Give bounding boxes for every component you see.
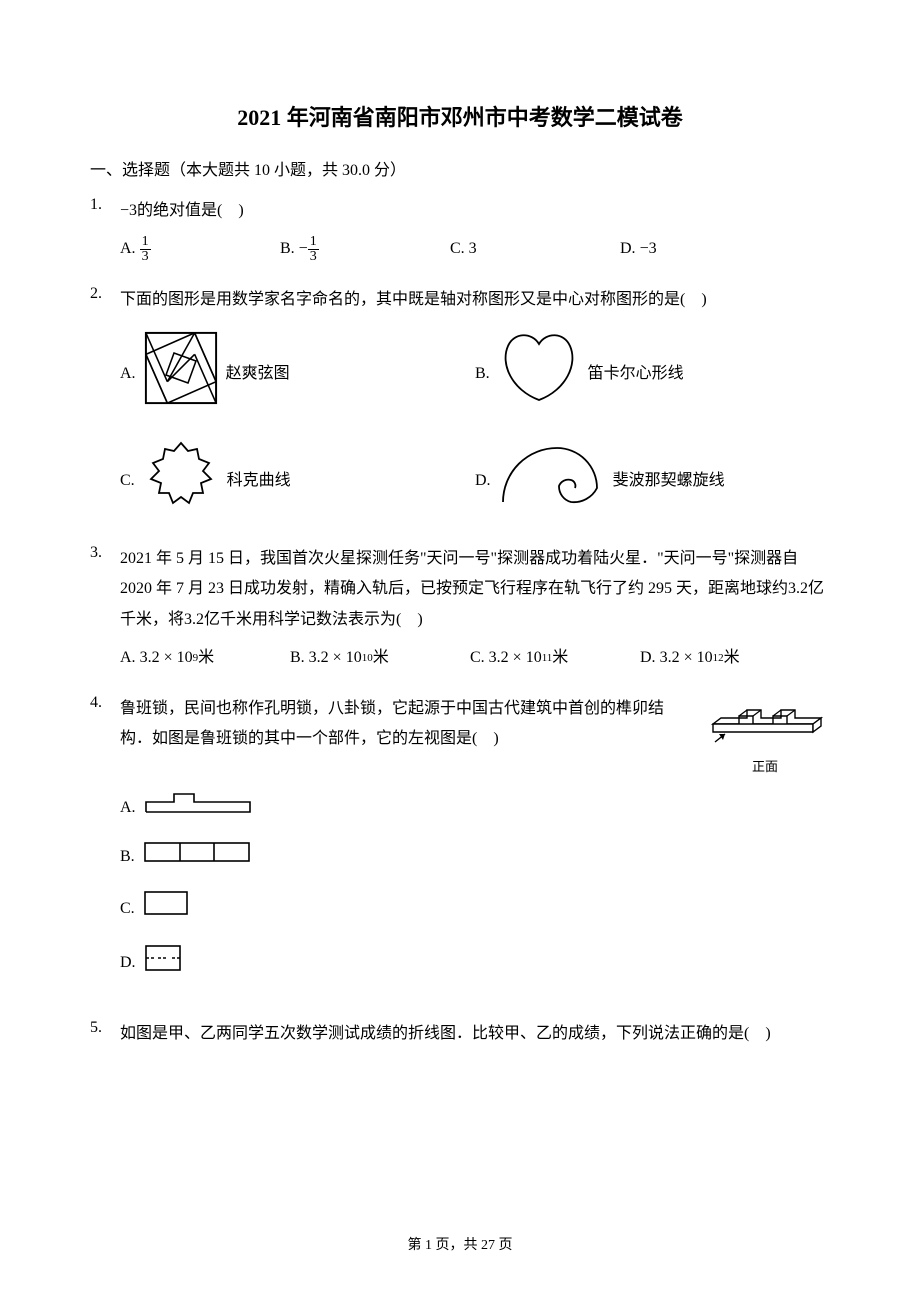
option-d: D. −3 xyxy=(620,234,657,264)
option-b: B. 笛卡尔心形线 xyxy=(475,329,830,418)
option-a: A. 3.2 × 109米 xyxy=(120,643,290,673)
question-1: 1. −3的绝对值是( ) A. 13 B. − 13 C. 3 D. −3 xyxy=(90,196,830,265)
question-stem: −3的绝对值是( ) xyxy=(120,196,830,226)
question-2: 2. 下面的图形是用数学家名字命名的，其中既是轴对称图形又是中心对称图形的是( … xyxy=(90,285,830,524)
section-header: 一、选择题（本大题共 10 小题，共 30.0 分） xyxy=(90,156,830,180)
page-footer: 第 1 页，共 27 页 xyxy=(0,1234,920,1254)
option-a: A. xyxy=(120,792,830,825)
question-number: 4. xyxy=(90,694,120,712)
question-stem: 鲁班锁，民间也称作孔明锁，八卦锁，它起源于中国古代建筑中首创的榫卯结构．如图是鲁… xyxy=(120,694,690,755)
luban-figure: 正面 xyxy=(700,694,830,780)
zhaoshuang-icon xyxy=(142,329,220,418)
option-d: D. 斐波那契螺旋线 xyxy=(475,439,830,524)
question-number: 1. xyxy=(90,196,120,214)
option-a: A. 赵爽弦图 xyxy=(120,329,475,418)
question-5: 5. 如图是甲、乙两同学五次数学测试成绩的折线图．比较甲、乙的成绩，下列说法正确… xyxy=(90,1019,830,1049)
option-c: C. 3 xyxy=(450,234,620,264)
question-4: 4. 鲁班锁，民间也称作孔明锁，八卦锁，它起源于中国古代建筑中首创的榫卯结构．如… xyxy=(90,694,830,1000)
view-c-icon xyxy=(143,890,189,927)
option-c: C. 3.2 × 1011米 xyxy=(470,643,640,673)
option-c: C. xyxy=(120,890,830,927)
question-3: 3. 2021 年 5 月 15 日，我国首次火星探测任务"天问一号"探测器成功… xyxy=(90,544,830,674)
option-d: D. xyxy=(120,944,830,983)
question-number: 5. xyxy=(90,1019,120,1037)
page-title: 2021 年河南省南阳市邓州市中考数学二模试卷 xyxy=(90,100,830,132)
fibonacci-icon xyxy=(497,442,607,521)
view-d-icon xyxy=(144,944,182,983)
option-b: B. 3.2 × 1010米 xyxy=(290,643,470,673)
cardioid-icon xyxy=(496,330,582,417)
view-b-icon xyxy=(143,841,253,874)
front-label: 正面 xyxy=(700,755,830,780)
question-stem: 如图是甲、乙两同学五次数学测试成绩的折线图．比较甲、乙的成绩，下列说法正确的是(… xyxy=(120,1019,830,1049)
option-a: A. 13 xyxy=(120,234,280,264)
option-b: B. − 13 xyxy=(280,234,450,264)
option-d: D. 3.2 × 1012米 xyxy=(640,643,740,673)
question-stem: 下面的图形是用数学家名字命名的，其中既是轴对称图形又是中心对称图形的是( ) xyxy=(120,285,830,315)
koch-icon xyxy=(141,439,221,524)
question-number: 3. xyxy=(90,544,120,562)
option-b: B. xyxy=(120,841,830,874)
option-c: C. 科克曲线 xyxy=(120,439,475,524)
question-stem: 2021 年 5 月 15 日，我国首次火星探测任务"天问一号"探测器成功着陆火… xyxy=(120,544,830,635)
question-number: 2. xyxy=(90,285,120,303)
view-a-icon xyxy=(144,792,254,825)
